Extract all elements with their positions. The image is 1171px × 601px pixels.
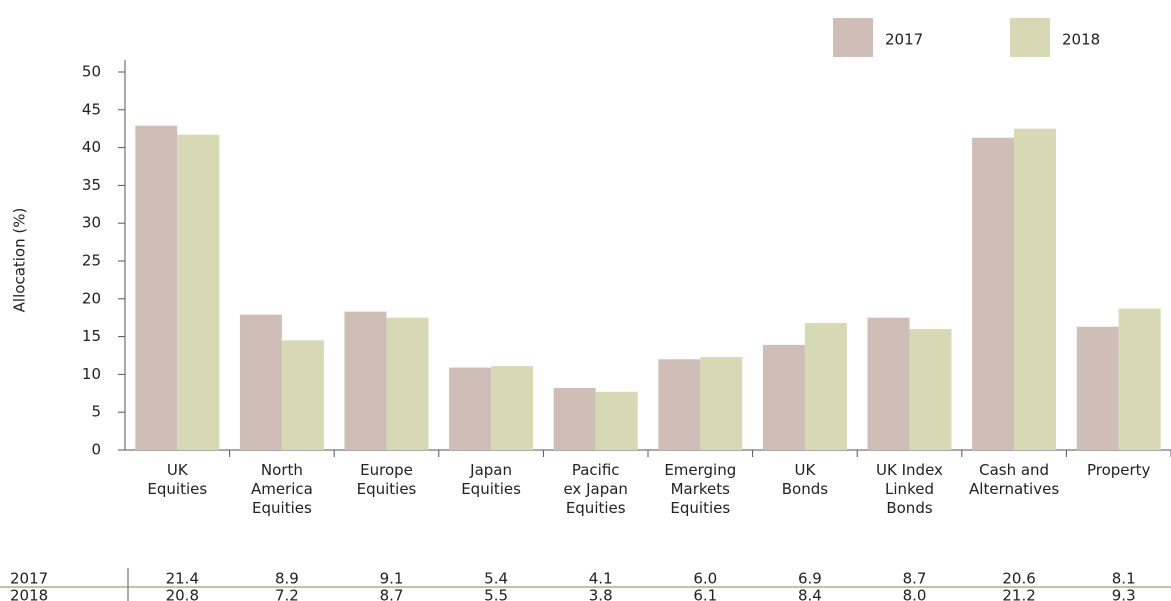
x-tick-label-line: Equities — [461, 480, 521, 498]
x-tick-label-line: Equities — [670, 499, 730, 517]
x-tick-label-line: Japan — [469, 461, 512, 479]
bar — [449, 367, 492, 450]
bar — [658, 359, 701, 450]
x-tick-label-line: Pacific — [572, 461, 620, 479]
x-tick-label: Pacific ex Japan Equities — [563, 461, 627, 517]
table-cell: 9.3 — [1112, 587, 1136, 601]
table-cell: 8.0 — [903, 587, 927, 601]
table-cell: 8.1 — [1112, 570, 1136, 588]
legend-label: 2018 — [1062, 31, 1100, 49]
x-tick-label: Property — [1087, 461, 1151, 479]
bar — [239, 314, 282, 450]
table-cell: 8.9 — [275, 570, 299, 588]
table-cell: 5.4 — [484, 570, 508, 588]
bar — [281, 340, 324, 450]
table-cell: 6.1 — [693, 587, 717, 601]
x-tick-label-line: UK Index — [876, 461, 943, 479]
table-cell: 20.6 — [1002, 570, 1035, 588]
x-tick-label-line: America — [251, 480, 313, 498]
x-tick-label: Cash and Alternatives — [969, 461, 1059, 498]
bar — [867, 317, 910, 450]
bar — [972, 137, 1015, 450]
table-cell: 8.7 — [903, 570, 927, 588]
x-tick-label-line: Cash and — [979, 461, 1049, 479]
table-cell: 21.2 — [1002, 587, 1035, 601]
table-cell: 6.9 — [798, 570, 822, 588]
x-tick-label-line: UK — [794, 461, 816, 479]
legend-swatch — [833, 18, 873, 57]
y-tick-label: 30 — [82, 214, 101, 232]
table-cell: 8.4 — [798, 587, 822, 601]
x-tick-label-line: Bonds — [782, 480, 828, 498]
bar — [177, 134, 220, 451]
bar — [344, 311, 387, 450]
bar — [1118, 308, 1161, 450]
x-tick-label-line: Property — [1087, 461, 1151, 479]
y-tick-label: 0 — [91, 441, 101, 459]
x-tick-label: UK Index Linked Bonds — [876, 461, 943, 517]
x-tick-label-line: Equities — [357, 480, 417, 498]
y-tick-label: 20 — [82, 289, 101, 307]
y-tick-label: 45 — [82, 100, 101, 118]
x-tick-label-line: Alternatives — [969, 480, 1059, 498]
bar — [1014, 128, 1057, 450]
x-tick-label-line: North — [261, 461, 303, 479]
table-row-label: 2017 — [10, 570, 48, 588]
legend-label: 2017 — [885, 31, 923, 49]
x-tick-label-line: Bonds — [886, 499, 932, 517]
y-tick-label: 40 — [82, 138, 101, 156]
table-cell: 7.2 — [275, 587, 299, 601]
bar — [135, 125, 178, 451]
bar — [909, 329, 952, 450]
table-cell: 9.1 — [380, 570, 404, 588]
y-tick-label: 25 — [82, 252, 101, 270]
table-cell: 3.8 — [589, 587, 613, 601]
x-tick-label: UK Bonds — [782, 461, 828, 498]
x-tick-label: Japan Equities — [461, 461, 521, 498]
y-tick-label: 15 — [82, 327, 101, 345]
y-tick-label: 50 — [82, 63, 101, 81]
x-tick-label-line: ex Japan — [563, 480, 627, 498]
x-tick-label-line: Equities — [147, 480, 207, 498]
x-tick-label-line: Equities — [566, 499, 626, 517]
x-tick-label: Europe Equities — [357, 461, 417, 498]
table-cell: 8.7 — [380, 587, 404, 601]
table-cell: 20.8 — [166, 587, 199, 601]
x-tick-label-line: Equities — [252, 499, 312, 517]
x-tick-label-line: Emerging — [664, 461, 736, 479]
bar — [386, 317, 429, 450]
y-tick-label: 5 — [91, 403, 101, 421]
table-row-label: 2018 — [10, 587, 48, 601]
legend-swatch — [1010, 18, 1050, 57]
x-tick-label: North America Equities — [251, 461, 313, 517]
x-tick-label: UK Equities — [147, 461, 207, 498]
bar — [700, 357, 743, 450]
y-tick-label: 35 — [82, 176, 101, 194]
x-tick-label-line: Markets — [671, 480, 731, 498]
table-cell: 4.1 — [589, 570, 613, 588]
y-tick-label: 10 — [82, 365, 101, 383]
table-cell: 6.0 — [693, 570, 717, 588]
x-tick-label-line: Linked — [885, 480, 934, 498]
bar — [491, 366, 534, 450]
bar — [595, 391, 638, 450]
bar — [553, 388, 596, 450]
bar — [762, 344, 805, 450]
x-tick-label: Emerging Markets Equities — [664, 461, 736, 517]
x-tick-label-line: UK — [167, 461, 189, 479]
bar — [804, 322, 847, 450]
y-axis-label: Allocation (%) — [11, 208, 29, 313]
table-cell: 21.4 — [166, 570, 199, 588]
x-tick-label-line: Europe — [360, 461, 413, 479]
bar — [1076, 326, 1119, 450]
table-cell: 5.5 — [484, 587, 508, 601]
